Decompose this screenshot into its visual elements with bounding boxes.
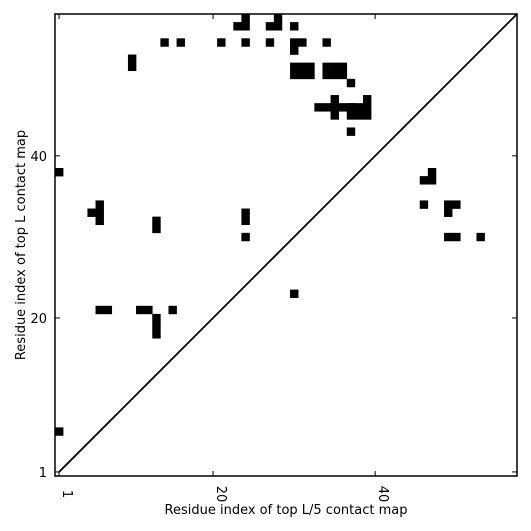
x-tick-label: 20 [213, 486, 228, 503]
contact-cell [346, 103, 356, 112]
contact-cell [354, 103, 364, 112]
contact-cell [241, 216, 250, 226]
contact-cell [338, 70, 348, 80]
contact-cell [298, 38, 307, 47]
contact-cell [152, 224, 161, 234]
contact-cell [419, 176, 429, 185]
contact-cell [427, 168, 437, 177]
contact-cell [452, 232, 461, 242]
contact-cell [95, 208, 104, 217]
contact-cell [427, 176, 437, 185]
contact-cell [127, 54, 137, 63]
contact-cell [152, 216, 161, 226]
contact-cell [55, 427, 64, 436]
contact-cell [419, 200, 429, 209]
contact-cell [452, 200, 461, 209]
contact-cell [217, 38, 226, 47]
contact-cell [103, 305, 113, 315]
contact-cell [322, 103, 331, 112]
contact-cell [330, 70, 339, 80]
contact-cell [152, 322, 161, 331]
contact-cell [273, 22, 283, 31]
contact-cell [476, 232, 485, 242]
contact-cell [322, 62, 331, 72]
contact-cell [338, 62, 348, 72]
contact-cell [330, 103, 339, 112]
contact-cell [136, 305, 145, 315]
contact-cell [168, 305, 177, 315]
contact-cell [265, 22, 275, 31]
contact-cell [95, 216, 104, 226]
contact-cell [95, 200, 104, 209]
contact-cell [363, 103, 372, 112]
contact-cell [363, 95, 372, 104]
contact-cell [290, 62, 299, 72]
axis-ticks: 1 20 40 1 20 40 [30, 14, 517, 502]
contact-cell [176, 38, 185, 47]
contact-cell [127, 62, 137, 72]
contact-cell [290, 38, 299, 47]
contact-cell [306, 62, 315, 72]
contact-cell [322, 38, 331, 47]
contact-cell [330, 62, 339, 72]
contact-cell [322, 70, 331, 80]
contact-cell [233, 22, 242, 31]
x-tick-label: 40 [375, 486, 390, 503]
contact-cell [346, 111, 356, 120]
contact-cell [241, 14, 250, 23]
contact-cell [306, 70, 315, 80]
contact-cell [330, 111, 339, 120]
diagonal-line [58, 13, 518, 473]
x-tick-label: 1 [59, 490, 74, 498]
contact-cell [55, 168, 64, 177]
y-tick-label: 1 [39, 466, 47, 481]
contact-cell [330, 95, 339, 104]
contact-cell [241, 208, 250, 217]
y-axis-label: Residue index of top L contact map [14, 130, 29, 360]
contact-cell [298, 62, 307, 72]
contact-cell [273, 14, 283, 23]
contact-cell [338, 103, 348, 112]
contact-cell [314, 103, 323, 112]
contact-cell [444, 208, 453, 217]
contact-cell [290, 22, 299, 31]
contact-cell [241, 232, 250, 242]
contact-cell [241, 38, 250, 47]
contact-cell [444, 232, 453, 242]
contact-cell [290, 289, 299, 298]
contact-cell [290, 70, 299, 80]
contact-cell [160, 38, 169, 47]
contact-cell [265, 38, 275, 47]
contact-cells [55, 14, 485, 436]
contact-cell [152, 330, 161, 339]
contact-cell [87, 208, 96, 217]
contact-cell [363, 111, 372, 120]
contact-cell [444, 200, 453, 209]
contact-cell [290, 46, 299, 55]
y-tick-label: 20 [30, 312, 47, 327]
contact-cell [152, 313, 161, 323]
contact-cell [354, 111, 364, 120]
contact-cell [298, 70, 307, 80]
contact-cell [144, 305, 153, 315]
contact-cell [346, 78, 356, 88]
y-tick-label: 40 [30, 150, 47, 165]
contact-cell [95, 305, 104, 315]
contact-cell [346, 127, 356, 136]
x-axis-label: Residue index of top L/5 contact map [165, 503, 408, 518]
contact-cell [241, 22, 250, 31]
